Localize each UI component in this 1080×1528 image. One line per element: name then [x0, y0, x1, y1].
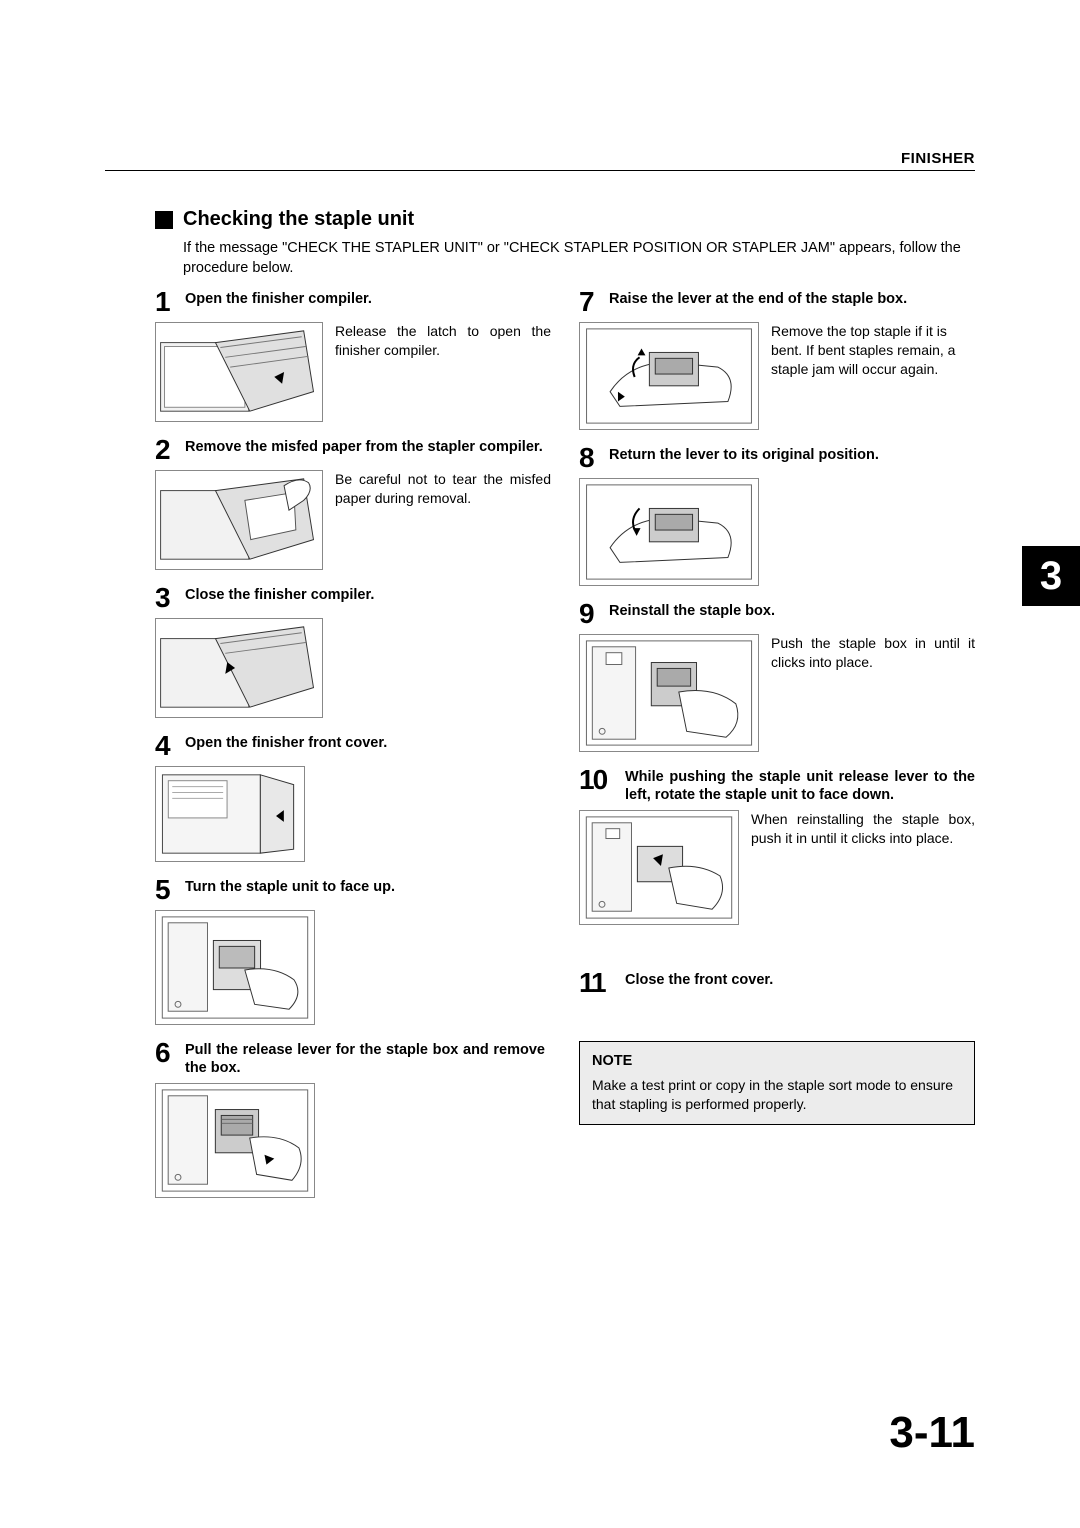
page-number: 3-11: [889, 1408, 975, 1458]
step-title: Remove the misfed paper from the stapler…: [185, 436, 543, 456]
step-number: 5: [155, 876, 179, 904]
illustration-finisher-open: [155, 322, 323, 422]
step-title: Open the finisher compiler.: [185, 288, 372, 308]
step-title: While pushing the staple unit release le…: [625, 766, 975, 804]
illustration-remove-staple-box: [155, 1083, 315, 1198]
step-9: 9 Reinstall the staple box.: [579, 600, 975, 752]
step-10: 10 While pushing the staple unit release…: [579, 766, 975, 925]
step-number: 7: [579, 288, 603, 316]
step-1: 1 Open the finisher compiler.: [155, 288, 551, 422]
step-title: Open the finisher front cover.: [185, 732, 387, 752]
section-marker-icon: [155, 211, 173, 229]
step-desc: Be careful not to tear the misfed paper …: [335, 470, 551, 508]
step-7: 7 Raise the lever at the end of the stap…: [579, 288, 975, 430]
illustration-raise-lever: [579, 322, 759, 430]
step-title: Close the finisher compiler.: [185, 584, 374, 604]
step-4: 4 Open the finisher front cover.: [155, 732, 551, 862]
columns: 1 Open the finisher compiler.: [155, 288, 975, 1198]
step-title: Close the front cover.: [625, 969, 773, 989]
step-number: 2: [155, 436, 179, 464]
illustration-return-lever: [579, 478, 759, 586]
illustration-turn-staple-unit: [155, 910, 315, 1025]
chapter-tab: 3: [1022, 546, 1080, 606]
page: FINISHER 3 3-11 Checking the staple unit…: [0, 0, 1080, 1528]
step-desc: Push the staple box in until it clicks i…: [771, 634, 975, 672]
step-11: 11 Close the front cover.: [579, 969, 975, 1003]
column-left: 1 Open the finisher compiler.: [155, 288, 551, 1198]
step-3: 3 Close the finisher compiler.: [155, 584, 551, 718]
step-title: Turn the staple unit to face up.: [185, 876, 395, 896]
note-title: NOTE: [592, 1052, 962, 1072]
section-title: Checking the staple unit: [155, 208, 975, 231]
step-number: 8: [579, 444, 603, 472]
illustration-finisher-close: [155, 618, 323, 718]
step-title: Return the lever to its original positio…: [609, 444, 879, 464]
step-8: 8 Return the lever to its original posit…: [579, 444, 975, 586]
illustration-rotate-down: [579, 810, 739, 925]
illustration-remove-paper: [155, 470, 323, 570]
step-title: Reinstall the staple box.: [609, 600, 775, 620]
step-number: 6: [155, 1039, 179, 1067]
section-intro: If the message "CHECK THE STAPLER UNIT" …: [183, 239, 975, 278]
column-right: 7 Raise the lever at the end of the stap…: [579, 288, 975, 1198]
step-number: 9: [579, 600, 603, 628]
step-number: 3: [155, 584, 179, 612]
spacer: [579, 939, 975, 969]
step-number: 11: [579, 969, 619, 997]
note-box: NOTE Make a test print or copy in the st…: [579, 1041, 975, 1124]
step-number: 4: [155, 732, 179, 760]
step-desc: When reinstalling the staple box, push i…: [751, 810, 975, 848]
step-6: 6 Pull the release lever for the staple …: [155, 1039, 551, 1198]
step-number: 10: [579, 766, 619, 794]
note-body: Make a test print or copy in the staple …: [592, 1076, 962, 1114]
step-desc: Release the latch to open the finisher c…: [335, 322, 551, 360]
step-desc: Remove the top staple if it is bent. If …: [771, 322, 975, 379]
section-title-text: Checking the staple unit: [183, 208, 414, 231]
step-title: Raise the lever at the end of the staple…: [609, 288, 907, 308]
step-number: 1: [155, 288, 179, 316]
spacer: [579, 1017, 975, 1041]
step-2: 2 Remove the misfed paper from the stapl…: [155, 436, 551, 570]
step-5: 5 Turn the staple unit to face up.: [155, 876, 551, 1025]
step-title: Pull the release lever for the staple bo…: [185, 1039, 545, 1077]
illustration-reinstall-box: [579, 634, 759, 752]
content: Checking the staple unit If the message …: [155, 208, 975, 1198]
header-rule: [105, 170, 975, 171]
header-label: FINISHER: [901, 150, 975, 167]
illustration-open-front-cover: [155, 766, 305, 862]
